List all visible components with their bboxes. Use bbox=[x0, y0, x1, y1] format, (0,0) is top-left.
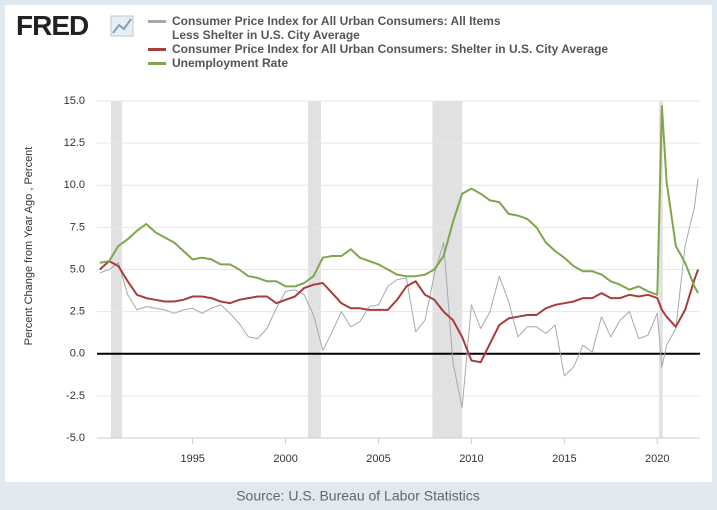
legend-item: Unemployment Rate bbox=[146, 56, 706, 70]
logo: FRED bbox=[16, 10, 89, 41]
y-tick-label: -2.5 bbox=[66, 390, 85, 402]
x-tick-label: 2000 bbox=[273, 453, 297, 465]
y-tick-label: 2.5 bbox=[70, 306, 85, 318]
y-tick-label: 5.0 bbox=[70, 263, 85, 275]
legend: Consumer Price Index for All Urban Consu… bbox=[146, 14, 706, 70]
y-tick-label: 10.0 bbox=[64, 179, 85, 191]
series-line bbox=[99, 105, 699, 296]
x-tick-label: 2015 bbox=[552, 453, 576, 465]
x-tick-label: 2020 bbox=[645, 453, 669, 465]
y-tick-label: 0.0 bbox=[70, 348, 85, 360]
logo-icon bbox=[110, 15, 134, 37]
legend-swatch bbox=[148, 62, 166, 65]
legend-label: Unemployment Rate bbox=[172, 56, 289, 70]
y-tick-label: -5.0 bbox=[66, 432, 85, 444]
series-line bbox=[99, 178, 699, 409]
series-line bbox=[99, 260, 700, 364]
y-axis-label: Percent Change from Year Ago , Percent bbox=[23, 147, 35, 346]
legend-swatch bbox=[148, 48, 166, 51]
y-tick-label: 15.0 bbox=[64, 95, 85, 107]
legend-swatch bbox=[148, 20, 166, 23]
x-tick-label: 2010 bbox=[459, 453, 483, 465]
y-tick-label: 12.5 bbox=[64, 137, 85, 149]
legend-item: Consumer Price Index for All Urban Consu… bbox=[146, 42, 706, 56]
legend-item: Consumer Price Index for All Urban Consu… bbox=[146, 14, 706, 42]
y-tick-label: 7.5 bbox=[70, 221, 85, 233]
legend-label: Consumer Price Index for All Urban Consu… bbox=[172, 42, 609, 56]
legend-label: Consumer Price Index for All Urban Consu… bbox=[172, 14, 501, 42]
source: Source: U.S. Bureau of Labor Statistics bbox=[236, 488, 480, 504]
x-tick-label: 2005 bbox=[366, 453, 390, 465]
x-tick-label: 1995 bbox=[180, 453, 204, 465]
